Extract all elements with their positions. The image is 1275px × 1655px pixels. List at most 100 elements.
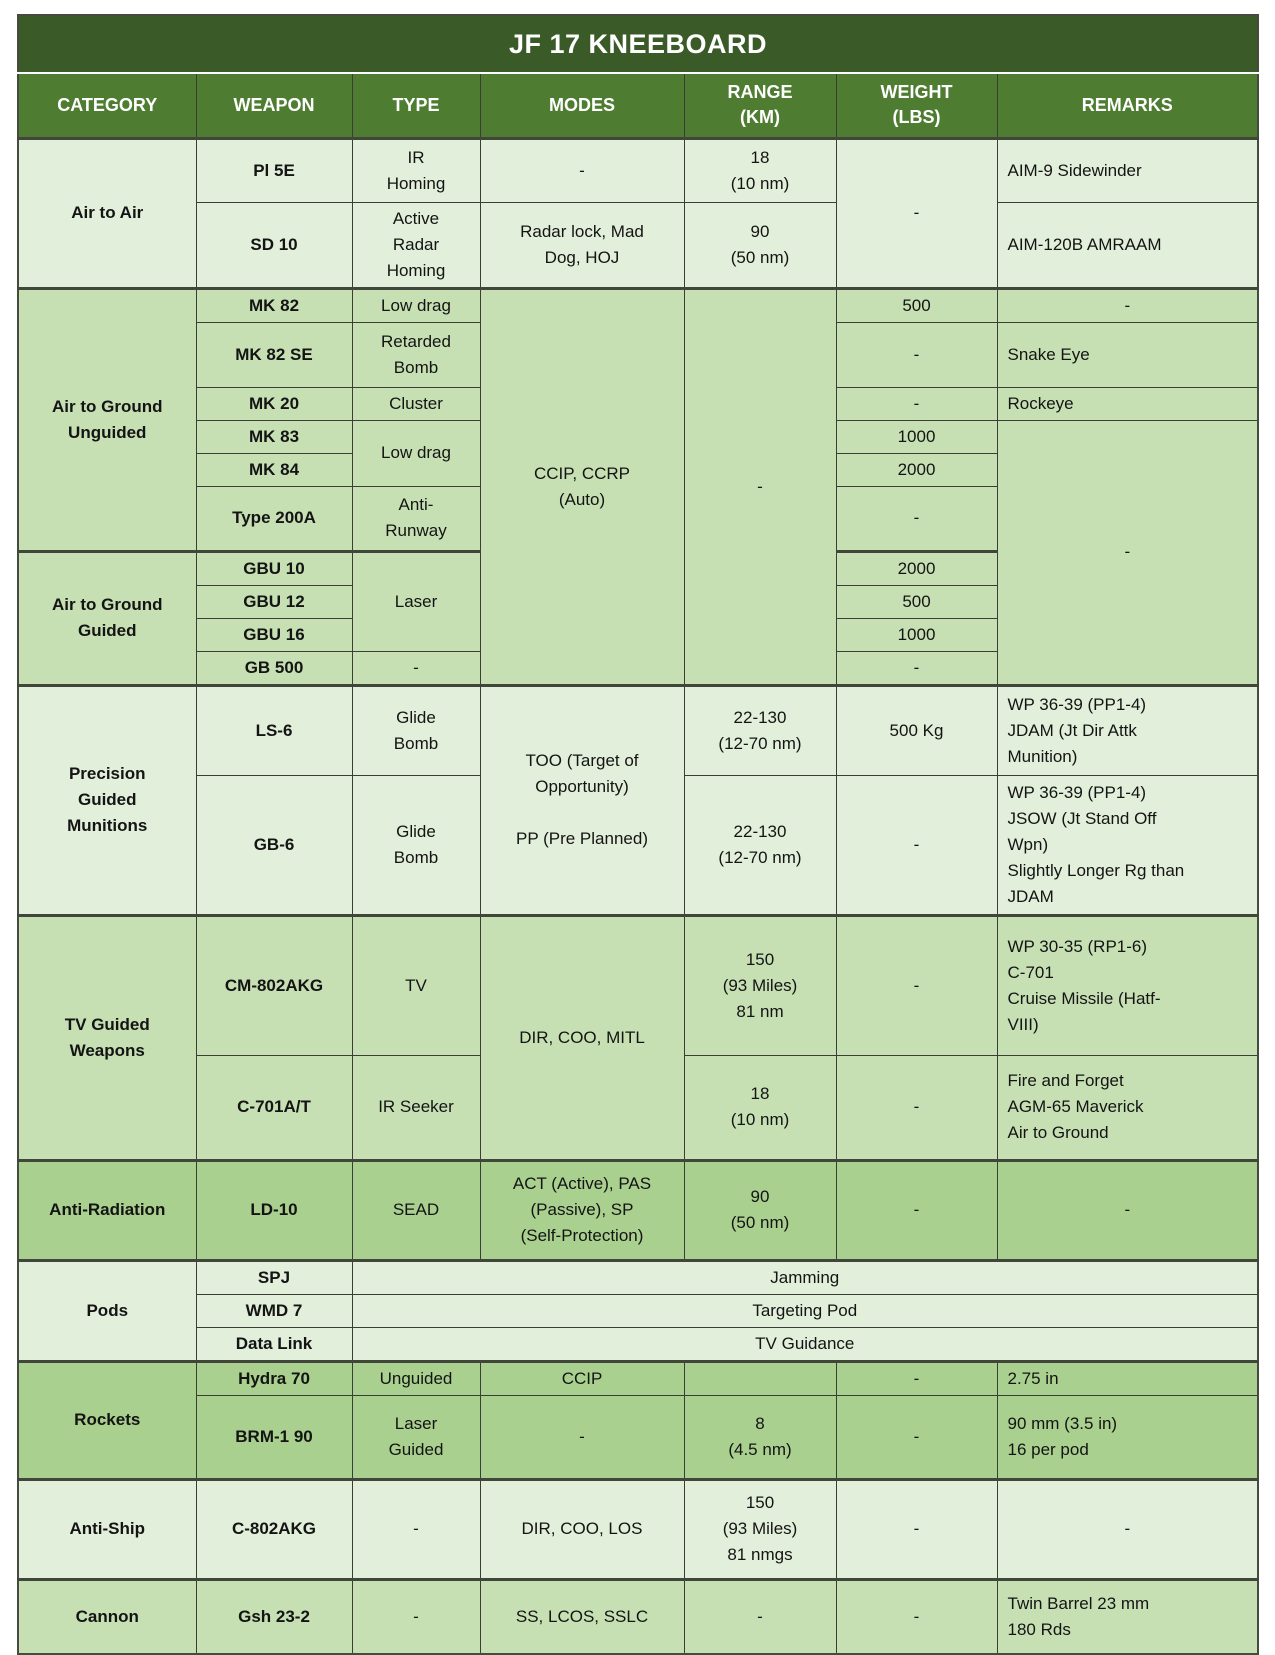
cell-weapon: MK 20 [195, 386, 353, 421]
cell-weapon: Pl 5E [195, 136, 353, 203]
cell-modes: CCIP [479, 1359, 685, 1396]
table-row: GBU 12 500 [18, 584, 1258, 619]
cell-range: 90 (50 nm) [683, 1158, 837, 1261]
cell-type: Retarded Bomb [351, 321, 481, 388]
cell-type: Cluster [351, 386, 481, 421]
cell-weapon: MK 84 [195, 452, 353, 487]
cell-range: 18 (10 nm) [683, 136, 837, 203]
cell-weight: 500 [835, 584, 998, 619]
cell-type: Active Radar Homing [351, 201, 481, 289]
cell-remarks: WP 30-35 (RP1-6) C-701 Cruise Missile (H… [996, 913, 1259, 1056]
cell-weapon: GB 500 [195, 650, 353, 686]
cell-weight: 2000 [835, 452, 998, 487]
cell-weight: - [835, 1477, 998, 1580]
cell-remarks: AIM-120B AMRAAM [996, 201, 1259, 289]
cell-range [683, 1359, 837, 1396]
cell-remarks: - [996, 1158, 1259, 1261]
cell-modes: DIR, COO, LOS [479, 1477, 685, 1580]
table-row: MK 20 Cluster - Rockeye [18, 386, 1259, 421]
column-header-remarks: REMARKS [996, 72, 1259, 139]
cell-weapon: WMD 7 [195, 1293, 353, 1328]
page-title: JF 17 KNEEBOARD [17, 14, 1259, 74]
header-row: CATEGORY WEAPON TYPE MODES RANGE (KM) WE… [17, 72, 1259, 139]
cell-description: TV Guidance [351, 1326, 1259, 1362]
cell-type: - [351, 1477, 481, 1580]
table-row: Data Link TV Guidance [18, 1326, 1259, 1362]
table-row: BRM-1 90 Laser Guided - 8 (4.5 nm) - 90 … [18, 1394, 1259, 1480]
cell-type: Unguided [351, 1359, 481, 1396]
cell-weight: - [835, 136, 998, 289]
cell-remarks: Twin Barrel 23 mm 180 Rds [996, 1577, 1259, 1655]
table-row: WMD 7 Targeting Pod [18, 1293, 1259, 1328]
cell-remarks: - [996, 1477, 1259, 1580]
cell-category: Anti-Ship [17, 1477, 197, 1580]
cell-weight: - [835, 774, 998, 916]
column-header-range: RANGE (KM) [683, 72, 837, 139]
cell-weight: - [835, 1394, 998, 1480]
cell-range: 150 (93 Miles) 81 nmgs [683, 1477, 837, 1580]
table-row: Air to Ground Unguided MK 82 Low drag CC… [17, 286, 1259, 686]
cell-range: 22-130 (12-70 nm) [683, 683, 837, 776]
cell-type: TV [351, 913, 481, 1056]
cell-weight: - [835, 321, 998, 388]
cell-remarks: WP 36-39 (PP1-4) JSOW (Jt Stand Off Wpn)… [996, 774, 1259, 916]
cell-remarks: Fire and Forget AGM-65 Maverick Air to G… [996, 1054, 1259, 1161]
cell-range: - [683, 1577, 837, 1655]
cell-weapon: Hydra 70 [195, 1359, 353, 1396]
cell-type: SEAD [351, 1158, 481, 1261]
column-header-weight: WEIGHT (LBS) [835, 72, 998, 139]
cell-type: Laser Guided [351, 1394, 481, 1480]
cell-type: - [351, 650, 481, 686]
cell-weight: - [835, 386, 998, 421]
cell-modes: ACT (Active), PAS (Passive), SP (Self-Pr… [479, 1158, 685, 1261]
cell-modes: CCIP, CCRP (Auto) [479, 286, 685, 686]
cell-weight: - [835, 1359, 998, 1396]
cell-weapon: Type 200A [195, 485, 353, 552]
cell-type: - [351, 1577, 481, 1655]
cell-weight: 500 [835, 286, 998, 323]
cell-weapon: GBU 16 [195, 617, 353, 652]
column-header-type: TYPE [351, 72, 481, 139]
cell-modes: - [479, 1394, 685, 1480]
column-header-weapon: WEAPON [195, 72, 353, 139]
cell-remarks: 90 mm (3.5 in) 16 per pod [996, 1394, 1259, 1480]
cell-range: 150 (93 Miles) 81 nm [683, 913, 837, 1056]
cell-type: Low drag [351, 286, 481, 323]
cell-remarks: - [996, 419, 1259, 686]
cell-weapon: Data Link [195, 1326, 353, 1362]
cell-weapon: SD 10 [195, 201, 353, 289]
cell-description: Jamming [351, 1258, 1259, 1295]
table-row: GB 500 - - [18, 650, 1258, 686]
cell-weapon: GBU 10 [195, 549, 353, 586]
cell-weapon: Gsh 23-2 [195, 1577, 353, 1655]
cell-modes: - [479, 136, 685, 203]
cell-type: Laser [351, 549, 481, 652]
kneeboard-table: JF 17 KNEEBOARD CATEGORY WEAPON TYPE MOD… [17, 14, 1260, 1655]
cell-category: Anti-Radiation [17, 1158, 197, 1261]
table-row: Anti-Radiation LD-10 SEAD ACT (Active), … [17, 1158, 1259, 1261]
table-row: TV Guided Weapons CM-802AKG TV DIR, COO,… [17, 913, 1259, 1161]
cell-weapon: GBU 12 [195, 584, 353, 619]
table-row: MK 83 Low drag 1000 - [18, 419, 1259, 686]
table-row: Air to Air Pl 5E IR Homing - 18 (10 nm) … [17, 136, 1259, 289]
cell-type: Anti- Runway [351, 485, 481, 552]
column-header-category: CATEGORY [17, 72, 197, 139]
cell-category: Air to Air [17, 136, 197, 289]
table-row: SD 10 Active Radar Homing Radar lock, Ma… [18, 201, 1259, 289]
cell-category: Cannon [17, 1577, 197, 1655]
table-row: Anti-Ship C-802AKG - DIR, COO, LOS 150 (… [17, 1477, 1259, 1580]
cell-weight: - [835, 485, 998, 552]
cell-category: Air to Ground Unguided [17, 286, 197, 552]
table-row: Rockets Hydra 70 Unguided CCIP - 2.75 in [17, 1359, 1259, 1480]
cell-modes: SS, LCOS, SSLC [479, 1577, 685, 1655]
cell-range: 90 (50 nm) [683, 201, 837, 289]
cell-weapon: CM-802AKG [195, 913, 353, 1056]
cell-type: Glide Bomb [351, 683, 481, 776]
cell-remarks: AIM-9 Sidewinder [996, 136, 1259, 203]
cell-remarks: WP 36-39 (PP1-4) JDAM (Jt Dir Attk Munit… [996, 683, 1259, 776]
cell-weapon: LD-10 [195, 1158, 353, 1261]
cell-type: Low drag [351, 419, 481, 487]
title-row: JF 17 KNEEBOARD [17, 14, 1259, 74]
table-row: Air to Ground Guided GBU 10 Laser 2000 [17, 549, 1258, 686]
cell-type: Glide Bomb [351, 774, 481, 916]
